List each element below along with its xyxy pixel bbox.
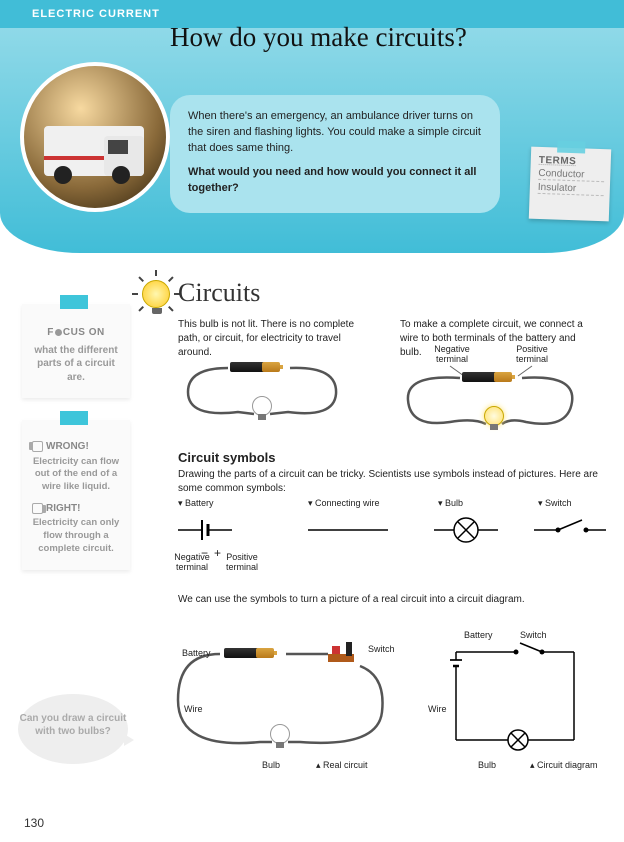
- switch-icon: [328, 642, 364, 664]
- speech-bubble: Can you draw a circuit with two bulbs?: [18, 694, 128, 764]
- label-bulb: Bulb: [478, 760, 496, 770]
- minus-label: −: [201, 546, 208, 560]
- section-title: Circuits: [178, 278, 260, 308]
- battery-icon: [224, 648, 268, 658]
- page-title: How do you make circuits?: [170, 22, 467, 53]
- bulb-icon: [270, 724, 290, 748]
- tape-icon: [60, 295, 88, 309]
- diagram-caption: ▴ Circuit diagram: [530, 760, 598, 771]
- focus-title: F CUS ON: [32, 326, 120, 340]
- right-title-text: RIGHT!: [46, 503, 80, 514]
- focus-body: what the different parts of a circuit ar…: [32, 344, 120, 385]
- intro-callout: When there's an emergency, an ambulance …: [170, 95, 500, 213]
- focus-title-pre: F: [47, 327, 54, 338]
- circuit-diagram-figure: Battery Switch Wire Bulb ▴ Circuit diagr…: [420, 620, 600, 790]
- right-body: Electricity can only flow through a comp…: [30, 517, 122, 555]
- terms-item: Insulator: [538, 182, 604, 196]
- terms-title: TERMS: [539, 155, 605, 168]
- label-battery: Battery: [182, 648, 211, 658]
- figure-complete-circuit: Negative terminal Positive terminal: [400, 352, 590, 432]
- ambulance-wheel: [112, 166, 130, 184]
- focus-on-card: F CUS ON what the different parts of a ci…: [22, 304, 130, 398]
- wrong-title-text: WRONG!: [46, 441, 89, 452]
- ambulance-image: [20, 62, 170, 212]
- thumb-down-icon: [32, 441, 43, 452]
- bulb-lit-icon: [484, 406, 504, 430]
- intro-paragraph-2: What would you need and how would you co…: [188, 165, 482, 197]
- wrong-body: Electricity can flow out of the end of a…: [30, 456, 122, 494]
- battery-icon: [462, 372, 506, 382]
- thumb-up-icon: [32, 503, 43, 514]
- plus-label: +: [214, 546, 221, 560]
- ambulance-window: [108, 140, 128, 154]
- bubble-text: Can you draw a circuit with two bulbs?: [20, 713, 127, 737]
- page-number: 130: [24, 816, 44, 830]
- neg-terminal-label: Negative terminal: [428, 344, 476, 364]
- focus-title-post: CUS ON: [63, 327, 105, 338]
- pos-terminal-label: Positive terminal: [508, 344, 556, 364]
- bulb-icon: [142, 280, 170, 308]
- real-circuit-figure: Battery Switch Wire Bulb ▴ Real circuit: [160, 620, 400, 790]
- circuit-symbols-intro: Drawing the parts of a circuit can be tr…: [178, 468, 598, 496]
- header-section-title: ELECTRIC CURRENT: [0, 0, 624, 20]
- circuit-symbols-heading: Circuit symbols: [178, 450, 276, 465]
- symbol-row: ▾ Battery ▾ Connecting wire ▾ Bulb ▾ Swi…: [178, 498, 608, 576]
- symbols-intro-2: We can use the symbols to turn a picture…: [178, 594, 525, 605]
- terms-card: TERMS Conductor Insulator: [529, 147, 611, 222]
- right-heading: RIGHT!: [30, 502, 122, 516]
- wrong-right-card: WRONG! Electricity can flow out of the e…: [22, 420, 130, 570]
- label-battery: Battery: [464, 630, 493, 640]
- tape-icon: [60, 411, 88, 425]
- label-bulb: Bulb: [262, 760, 280, 770]
- ambulance-wheel: [54, 166, 72, 184]
- bulb-icon: [252, 396, 272, 420]
- label-switch: Switch: [368, 644, 395, 654]
- battery-icon: [230, 362, 274, 372]
- figure-open-circuit: [178, 352, 348, 427]
- wrong-heading: WRONG!: [30, 440, 122, 454]
- label-wire: Wire: [428, 704, 447, 714]
- target-icon: [55, 329, 62, 336]
- intro-paragraph-1: When there's an emergency, an ambulance …: [188, 109, 482, 157]
- pos-terminal-label: Positive terminal: [222, 552, 262, 572]
- terms-item: Conductor: [538, 168, 604, 182]
- real-caption: ▴ Real circuit: [316, 760, 368, 771]
- tape-icon: [557, 141, 585, 154]
- label-wire: Wire: [184, 704, 203, 714]
- label-switch: Switch: [520, 630, 547, 640]
